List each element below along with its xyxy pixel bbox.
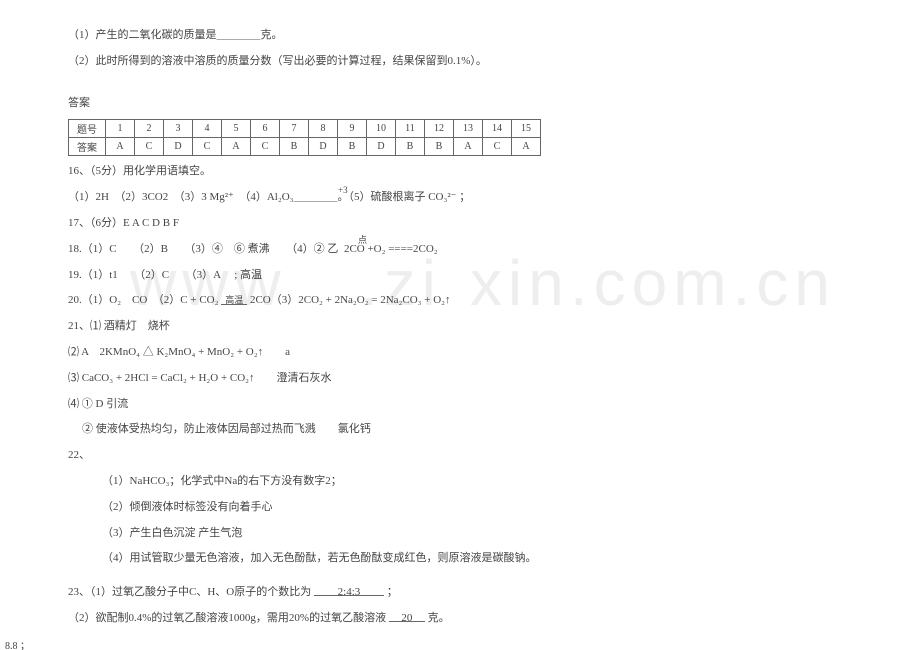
l22-2: （2）倾倒液体时标签没有向着手心 <box>68 498 558 518</box>
num-cell: 2 <box>135 120 164 138</box>
plus3: +3 <box>338 182 348 198</box>
r-l1: （1）8.8 ； <box>0 640 240 650</box>
ans-cell: D <box>309 138 338 156</box>
ans-cell: B <box>280 138 309 156</box>
ans-cell: A <box>512 138 541 156</box>
num-cell: 15 <box>512 120 541 138</box>
num-cell: 10 <box>367 120 396 138</box>
q1: （1）产生的二氧化碳的质量是＿＿＿＿克。 <box>68 26 558 46</box>
l17: 17、（6分）E A C D B F <box>68 214 558 234</box>
r-num: 24、 <box>0 625 240 639</box>
ans-cell: C <box>483 138 512 156</box>
ans-cell: A <box>222 138 251 156</box>
ans-cell: B <box>396 138 425 156</box>
ans-cell: C <box>135 138 164 156</box>
num-cell: 3 <box>164 120 193 138</box>
row-label: 题号 <box>69 120 106 138</box>
num-cell: 1 <box>106 120 135 138</box>
answers-title: 答案 <box>68 94 558 114</box>
l22-3: （3）产生白色沉淀 产生气泡 <box>68 524 558 544</box>
l23-2b: 克。 <box>428 612 450 624</box>
ans-cell: D <box>164 138 193 156</box>
l20-cond: 高温 <box>221 292 247 305</box>
l16a: （1）2H （2）3CO2 （3）3 Mg²⁺ （4）Al₂O₃＿＿＿＿。（5）… <box>68 191 470 203</box>
ans-cell: D <box>367 138 396 156</box>
l19: 19.（1）t1 （2）C （3）A ; 高温 <box>68 266 558 286</box>
l21-4: ⑷ ① D 引流 <box>68 395 558 415</box>
l18: 18.（1）C （2）B （3）④ ⑥ 煮沸 （4）② 乙 <box>68 243 338 255</box>
l21-1: 21、⑴ 酒精灯 烧杯 <box>68 317 558 337</box>
num-cell: 6 <box>251 120 280 138</box>
answer-table: 题号 1 2 3 4 5 6 7 8 9 10 11 12 13 14 15 答… <box>68 119 541 156</box>
num-cell: 8 <box>309 120 338 138</box>
l22: 22、 <box>68 446 558 466</box>
num-cell: 9 <box>338 120 367 138</box>
num-cell: 5 <box>222 120 251 138</box>
l21-5: ② 使液体受热均匀，防止液体因局部过热而飞溅 氯化钙 <box>68 420 558 440</box>
l23-1e: ； <box>387 586 398 598</box>
l23-2v: 20 <box>389 609 425 622</box>
num-cell: 11 <box>396 120 425 138</box>
num-cell: 12 <box>425 120 454 138</box>
l18-cond: 点 <box>358 232 367 248</box>
l23-1v: 2:4:3 <box>314 583 384 596</box>
ans-cell: C <box>251 138 280 156</box>
ans-cell: B <box>338 138 367 156</box>
l16: 16、（5分）用化学用语填空。 <box>68 162 558 182</box>
l22-4: （4）用试管取少量无色溶液，加入无色酚酞，若无色酚酞变成红色，则原溶液是碳酸钠。 <box>68 549 558 569</box>
ans-cell: A <box>106 138 135 156</box>
q2: （2）此时所得到的溶液中溶质的质量分数（写出必要的计算过程，结果保留到0.1%）… <box>68 52 558 72</box>
ans-cell: C <box>193 138 222 156</box>
num-cell: 14 <box>483 120 512 138</box>
ans-cell: B <box>425 138 454 156</box>
l21-2: ⑵ A 2KMnO₄ △ K₂MnO₄ + MnO₂ + O₂↑ a <box>68 343 558 363</box>
l21-3: ⑶ CaCO₃ + 2HCl = CaCl₂ + H₂O + CO₂↑ 澄清石灰… <box>68 369 558 389</box>
l23-1: 23、（1）过氧乙酸分子中C、H、O原子的个数比为 <box>68 586 311 598</box>
l23-2a: （2）欲配制0.4%的过氧乙酸溶液1000g，需用20%的过氧乙酸溶液 <box>68 612 386 624</box>
l20: 20.（1）O₂ CO （2）C + CO₂ <box>68 294 218 306</box>
num-cell: 4 <box>193 120 222 138</box>
num-cell: 7 <box>280 120 309 138</box>
l22-1: （1）NaHCO₃；化学式中Na的右下方没有数字2； <box>68 472 558 492</box>
ans-label: 答案 <box>69 138 106 156</box>
l20-mid: 2CO（3）2CO₂ + 2Na₂O₂ = 2Na₂CO₃ + O₂↑ <box>250 294 451 306</box>
ans-cell: A <box>454 138 483 156</box>
num-cell: 13 <box>454 120 483 138</box>
